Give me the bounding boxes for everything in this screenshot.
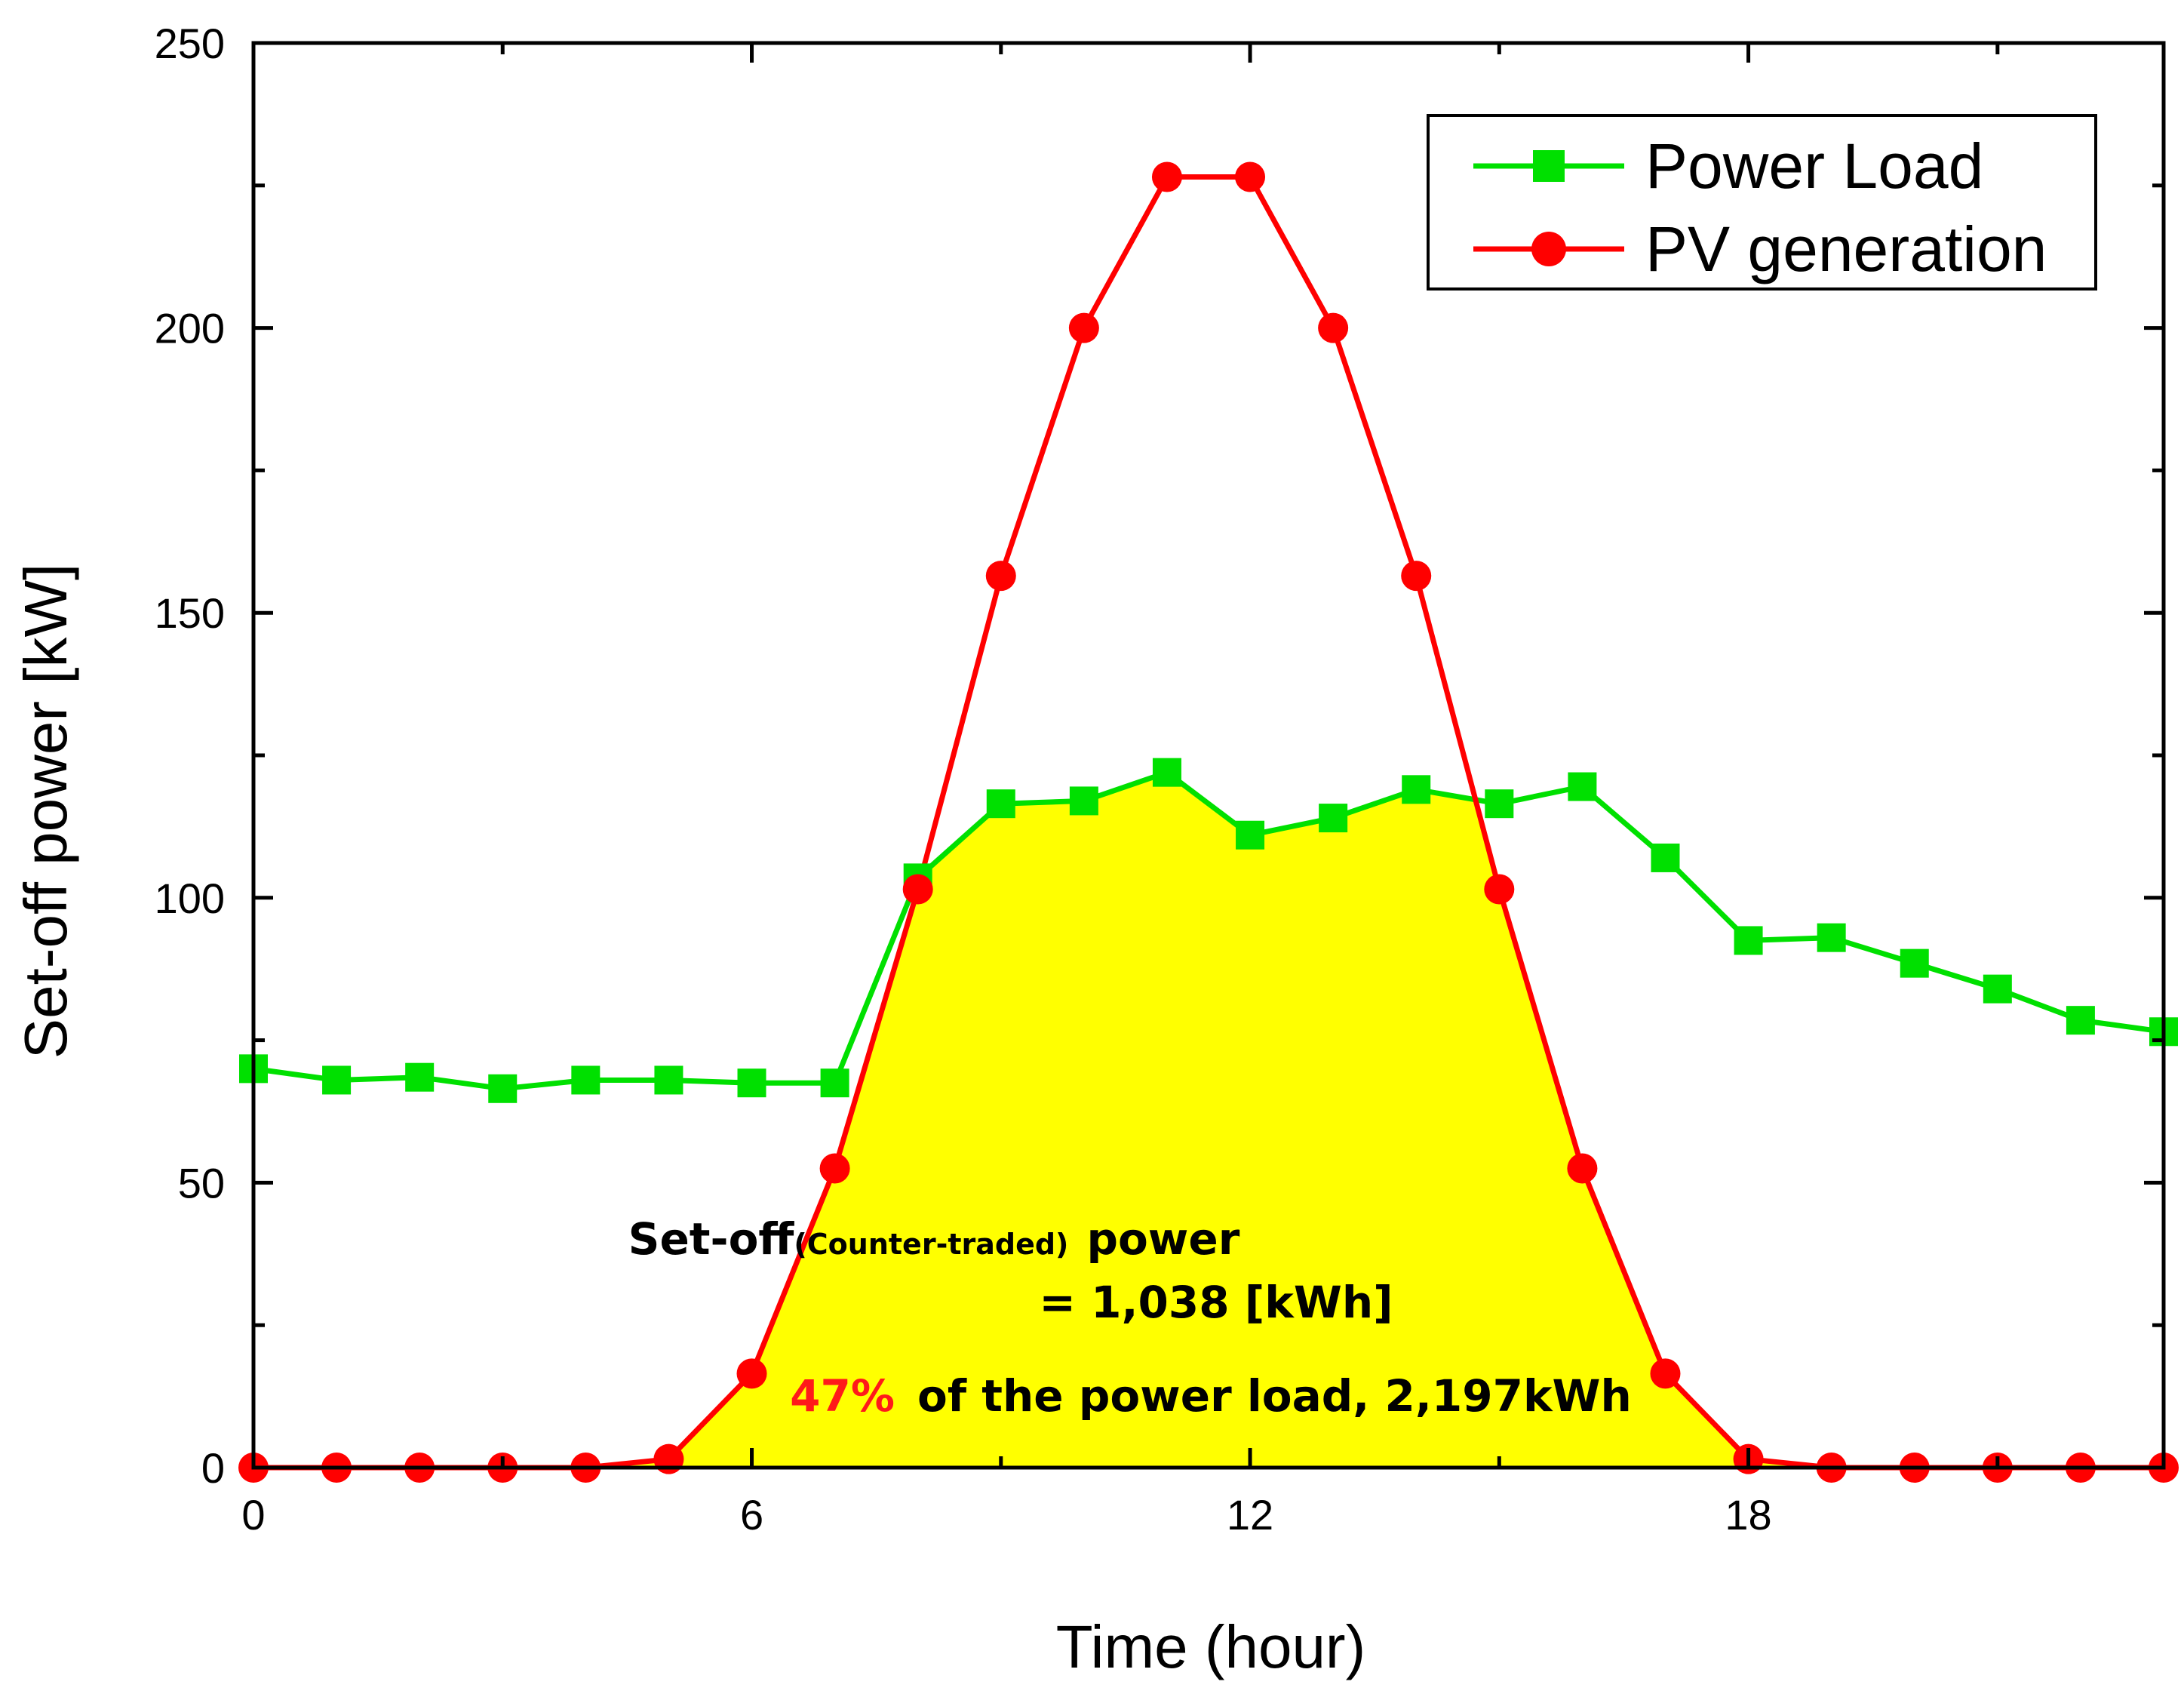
x-tick-label: 6 bbox=[740, 1491, 763, 1539]
annotation-countertraded: (Counter-traded) bbox=[794, 1228, 1068, 1261]
power-load-point bbox=[571, 1065, 601, 1095]
pv-generation-point bbox=[1318, 312, 1349, 343]
pv-generation-point bbox=[653, 1443, 684, 1474]
power-load-point bbox=[1983, 974, 2012, 1004]
pv-generation-point bbox=[1650, 1358, 1681, 1389]
annotation-setoff: Set-off bbox=[628, 1213, 795, 1265]
power-load-point bbox=[654, 1065, 683, 1095]
power-load-point bbox=[1568, 772, 1597, 801]
annotation-line-1: Set-off(Counter-traded) power bbox=[628, 1213, 1240, 1265]
y-axis-title: Set-off power [kW] bbox=[12, 564, 79, 1059]
legend-power-load-label: Power Load bbox=[1645, 131, 1983, 201]
x-tick-label: 0 bbox=[241, 1491, 265, 1539]
setoff-fill-area bbox=[253, 772, 2164, 1468]
power-load-point bbox=[2066, 1006, 2095, 1035]
legend-power-load-marker bbox=[1533, 150, 1565, 182]
pv-generation-point bbox=[1235, 161, 1266, 192]
annotation-load-text: of the power load, 2,197kWh bbox=[917, 1370, 1632, 1422]
x-axis-title: Time (hour) bbox=[1056, 1613, 1365, 1680]
annotation-power: power bbox=[1086, 1213, 1239, 1265]
pv-generation-point bbox=[1151, 161, 1182, 192]
power-load-point bbox=[820, 1068, 849, 1098]
pv-generation-point bbox=[902, 874, 933, 905]
y-tick-label: 150 bbox=[155, 589, 225, 637]
power-load-point bbox=[1817, 923, 1846, 952]
power-load-point bbox=[737, 1068, 766, 1098]
power-load-point bbox=[1734, 926, 1763, 955]
legend-pv-generation-marker bbox=[1531, 232, 1566, 266]
power-load-point bbox=[1900, 948, 1929, 978]
power-load-point bbox=[1069, 786, 1098, 816]
annotation-line-3: 47% of the power load, 2,197kWh bbox=[790, 1370, 1632, 1422]
pv-generation-point bbox=[819, 1153, 850, 1184]
power-load-point bbox=[1402, 775, 1431, 804]
pv-generation-point bbox=[1068, 312, 1099, 343]
x-tick-label: 18 bbox=[1725, 1491, 1771, 1539]
pv-generation-point bbox=[985, 561, 1016, 592]
pv-generation-point bbox=[736, 1358, 767, 1389]
annotation-percent: 47% bbox=[790, 1370, 895, 1422]
y-tick-label: 50 bbox=[178, 1159, 225, 1207]
annotation-line-2: = 1,038 [kWh] bbox=[1039, 1277, 1393, 1328]
y-tick-label: 200 bbox=[155, 305, 225, 352]
power-load-point bbox=[986, 789, 1015, 819]
legend-pv-generation-label: PV generation bbox=[1645, 214, 2047, 284]
y-tick-label: 250 bbox=[155, 20, 225, 67]
power-load-point bbox=[1485, 789, 1514, 819]
pv-generation-point bbox=[1401, 561, 1432, 592]
power-load-point bbox=[322, 1065, 352, 1095]
pv-generation-point bbox=[1567, 1153, 1598, 1184]
y-tick-label: 0 bbox=[201, 1444, 225, 1492]
power-load-point bbox=[405, 1062, 435, 1092]
power-load-point bbox=[1152, 758, 1181, 787]
power-load-point bbox=[488, 1074, 518, 1103]
power-load-point bbox=[1319, 804, 1348, 833]
pv-generation-point bbox=[1484, 874, 1515, 905]
y-tick-label: 100 bbox=[155, 875, 225, 922]
power-load-point bbox=[1651, 843, 1680, 872]
power-load-point bbox=[1236, 820, 1265, 850]
x-tick-label: 12 bbox=[1227, 1491, 1273, 1539]
